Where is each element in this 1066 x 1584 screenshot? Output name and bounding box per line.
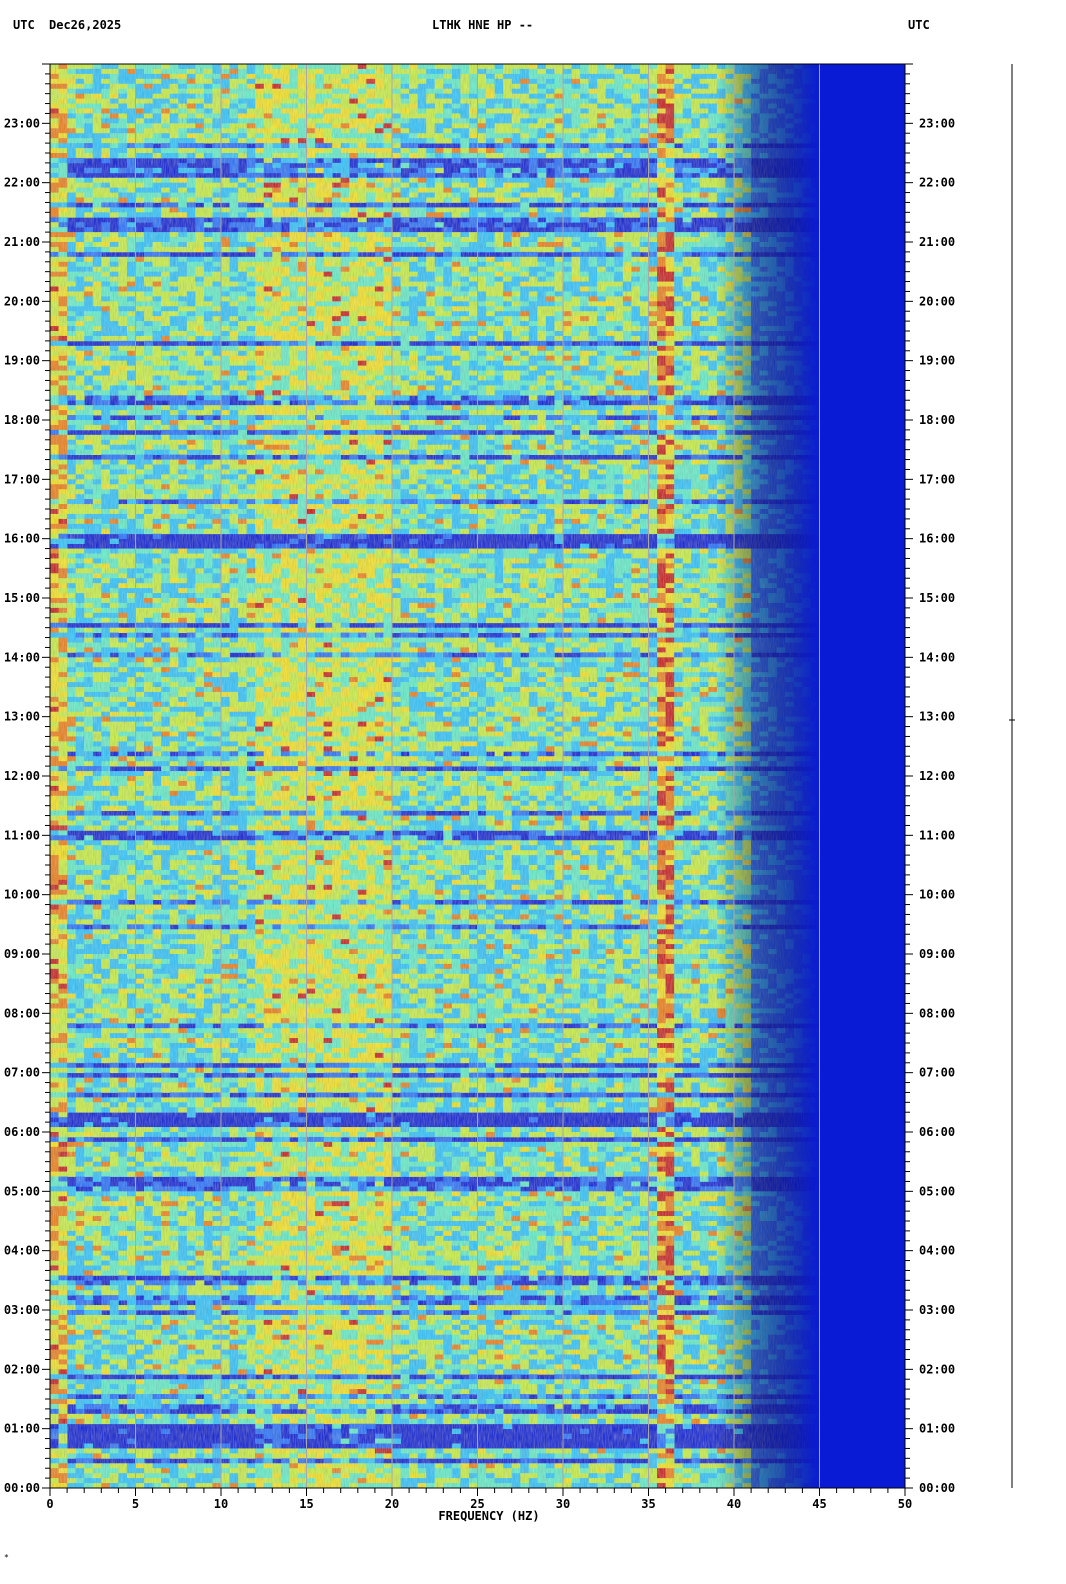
corner-mark: *	[4, 1553, 9, 1562]
x-tick-label: 30	[556, 1497, 570, 1511]
y-tick-label-left: 00:00	[4, 1481, 40, 1495]
y-tick-label-left: 04:00	[4, 1244, 40, 1258]
y-tick-label-left: 02:00	[4, 1362, 40, 1376]
y-tick-label-right: 07:00	[919, 1066, 955, 1080]
x-tick-label: 15	[299, 1497, 313, 1511]
y-tick-label-right: 05:00	[919, 1184, 955, 1198]
y-tick-label-right: 02:00	[919, 1362, 955, 1376]
y-tick-label-left: 18:00	[4, 413, 40, 427]
y-tick-label-right: 10:00	[919, 888, 955, 902]
y-tick-label-left: 08:00	[4, 1006, 40, 1020]
y-tick-label-right: 19:00	[919, 354, 955, 368]
y-tick-label-right: 08:00	[919, 1006, 955, 1020]
x-tick-label: 45	[812, 1497, 826, 1511]
y-tick-label-right: 18:00	[919, 413, 955, 427]
y-tick-label-right: 03:00	[919, 1303, 955, 1317]
x-tick-label: 35	[641, 1497, 655, 1511]
y-tick-label-right: 14:00	[919, 650, 955, 664]
y-tick-label-right: 09:00	[919, 947, 955, 961]
y-tick-label-left: 10:00	[4, 888, 40, 902]
y-tick-label-right: 20:00	[919, 294, 955, 308]
x-tick-label: 20	[385, 1497, 399, 1511]
y-tick-label-right: 01:00	[919, 1422, 955, 1436]
y-tick-label-left: 13:00	[4, 710, 40, 724]
y-tick-label-right: 15:00	[919, 591, 955, 605]
y-tick-label-left: 15:00	[4, 591, 40, 605]
y-tick-label-right: 06:00	[919, 1125, 955, 1139]
station-label: LTHK HNE HP --	[432, 18, 533, 32]
x-tick-label: 5	[132, 1497, 139, 1511]
frequency-axis: 0 5 10 15 20 25 30 35 40 45 50	[46, 1488, 912, 1511]
y-tick-label-right: 13:00	[919, 710, 955, 724]
y-tick-label-left: 17:00	[4, 472, 40, 486]
y-tick-label-left: 01:00	[4, 1422, 40, 1436]
x-tick-label: 25	[470, 1497, 484, 1511]
y-tick-label-right: 12:00	[919, 769, 955, 783]
y-tick-label-right: 23:00	[919, 116, 955, 130]
y-tick-label-left: 03:00	[4, 1303, 40, 1317]
y-tick-label-left: 20:00	[4, 294, 40, 308]
y-tick-label-right: 00:00	[919, 1481, 955, 1495]
y-tick-label-right: 17:00	[919, 472, 955, 486]
y-tick-label-left: 06:00	[4, 1125, 40, 1139]
y-tick-label-right: 22:00	[919, 176, 955, 190]
time-axis-right: 00:00 01:00 02:00 03:00 04:00 05:00 06:00 07:00…	[905, 63, 955, 1495]
y-tick-label-left: 07:00	[4, 1066, 40, 1080]
y-tick-label-left: 11:00	[4, 828, 40, 842]
y-tick-label-right: 04:00	[919, 1244, 955, 1258]
left-timezone-label: UTC	[13, 18, 35, 32]
y-tick-label-left: 05:00	[4, 1184, 40, 1198]
y-tick-label-left: 19:00	[4, 354, 40, 368]
y-tick-label-left: 21:00	[4, 235, 40, 249]
y-tick-label-left: 12:00	[4, 769, 40, 783]
right-timezone-label: UTC	[908, 18, 930, 32]
y-tick-label-right: 21:00	[919, 235, 955, 249]
date-label: Dec26,2025	[49, 18, 121, 32]
y-tick-label-left: 22:00	[4, 176, 40, 190]
y-tick-label-right: 16:00	[919, 532, 955, 546]
y-tick-label-left: 16:00	[4, 532, 40, 546]
x-tick-label: 10	[214, 1497, 228, 1511]
x-tick-label: 40	[727, 1497, 741, 1511]
time-axis-left: 00:00 01:00 02:00 03:00 04:00 05:00 06:00 07:00…	[4, 63, 50, 1495]
frequency-grid	[135, 64, 820, 1488]
y-tick-label-left: 23:00	[4, 116, 40, 130]
x-tick-label: 50	[898, 1497, 912, 1511]
x-tick-label: 0	[46, 1497, 53, 1511]
y-tick-label-left: 09:00	[4, 947, 40, 961]
y-tick-label-right: 11:00	[919, 828, 955, 842]
x-axis-label: FREQUENCY (HZ)	[438, 1509, 539, 1523]
y-tick-label-left: 14:00	[4, 650, 40, 664]
